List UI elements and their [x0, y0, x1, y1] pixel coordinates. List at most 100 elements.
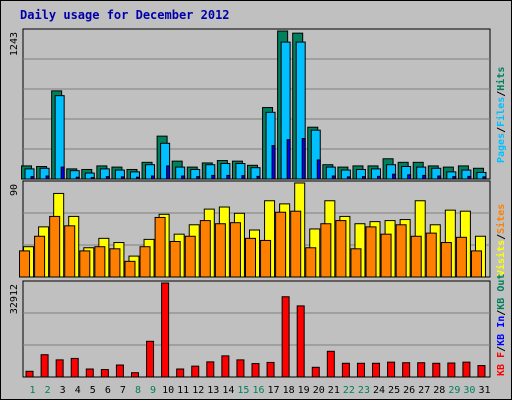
day-label-12: 12 [192, 385, 204, 396]
bar-kb-f-day-27 [417, 362, 426, 378]
day-label-17: 17 [268, 385, 280, 396]
legend-word: KB [496, 298, 507, 310]
bar-kb-f-day-8 [130, 372, 139, 378]
day-label-6: 6 [105, 385, 111, 396]
bar-kb-f-day-10 [161, 282, 170, 378]
bar-kb-f-day-3 [55, 359, 64, 378]
bar-sites-day-10 [154, 216, 166, 278]
day-label-31: 31 [478, 385, 490, 396]
bar-kb-f-day-12 [191, 365, 200, 378]
bar-pages-day-23 [361, 176, 366, 180]
bar-pages-day-24 [377, 175, 382, 180]
bar-kb-f-day-6 [100, 369, 109, 378]
bar-kb-f-day-16 [251, 363, 260, 378]
bar-pages-day-28 [437, 175, 442, 180]
bar-sites-day-19 [290, 210, 302, 278]
legend-word: F [496, 352, 507, 364]
legend-word: / [496, 91, 507, 97]
legend-word: Out [496, 274, 507, 298]
bar-files-day-19 [295, 41, 306, 180]
legend-bottom: KB F/KB In/KB Out [496, 274, 507, 376]
plot-area-top [22, 28, 491, 180]
day-label-3: 3 [60, 385, 66, 396]
day-label-19: 19 [298, 385, 310, 396]
bar-pages-day-15 [241, 175, 246, 180]
plot-area-bottom [22, 280, 491, 378]
bar-pages-day-19 [301, 138, 306, 180]
bar-kb-f-day-24 [372, 362, 381, 378]
bar-pages-day-26 [407, 174, 412, 180]
legend-word: Sites [495, 204, 507, 234]
bar-sites-day-12 [184, 235, 196, 278]
day-label-22: 22 [343, 385, 355, 396]
bar-files-day-31 [476, 171, 487, 180]
bar-sites-day-29 [440, 242, 452, 278]
bar-kb-f-day-1 [25, 370, 34, 378]
bar-sites-day-1 [19, 250, 31, 278]
bar-files-day-4 [69, 170, 80, 180]
bar-sites-day-18 [275, 211, 287, 278]
legend-top: Pages/Files/Hits [495, 67, 507, 163]
bar-pages-day-10 [166, 165, 171, 180]
bar-kb-f-day-28 [432, 362, 441, 378]
bar-pages-day-9 [151, 175, 156, 180]
legend-word: / [496, 346, 507, 352]
bar-files-day-20 [310, 129, 321, 180]
bar-pages-day-17 [271, 145, 276, 180]
bar-pages-day-12 [196, 176, 201, 180]
y-max-label-top: 1243 [9, 32, 20, 56]
bar-kb-f-day-18 [281, 296, 290, 378]
bar-pages-day-18 [286, 139, 291, 180]
day-label-11: 11 [177, 385, 189, 396]
bar-sites-day-21 [320, 223, 332, 278]
y-max-label-middle: 90 [9, 184, 20, 196]
bar-pages-day-6 [105, 176, 110, 180]
bar-pages-day-4 [75, 176, 80, 180]
bar-sites-day-11 [169, 240, 181, 278]
bar-pages-day-20 [316, 159, 321, 180]
legend-middle: Visits/Sites [495, 204, 507, 276]
legend-word: / [496, 127, 507, 133]
day-label-26: 26 [403, 385, 415, 396]
bar-files-day-2 [39, 167, 50, 180]
bar-kb-f-day-22 [341, 362, 350, 378]
bar-sites-day-6 [94, 246, 106, 278]
bar-pages-day-31 [482, 176, 487, 180]
bar-kb-f-day-23 [356, 362, 365, 378]
bar-sites-day-31 [470, 250, 482, 278]
bar-files-day-8 [129, 171, 140, 180]
day-label-21: 21 [328, 385, 340, 396]
day-label-16: 16 [252, 385, 264, 396]
panel-middle: 90 Visits/Sites [9, 180, 507, 278]
day-label-2: 2 [45, 385, 51, 396]
bar-kb-f-day-9 [146, 340, 155, 378]
bar-kb-f-day-20 [311, 366, 320, 378]
bar-kb-f-day-19 [296, 305, 305, 378]
bar-files-day-24 [371, 168, 382, 180]
bar-sites-day-20 [305, 247, 317, 278]
day-label-15: 15 [237, 385, 249, 396]
panel-top: 1243 Pages/Files/Hits [9, 28, 507, 180]
bar-kb-f-day-14 [221, 355, 230, 378]
bar-sites-day-2 [34, 235, 46, 278]
bar-sites-day-22 [335, 220, 347, 278]
legend-word: Files [495, 97, 507, 127]
legend-word: KB [496, 364, 507, 376]
legend-word: KB [496, 334, 507, 346]
bar-sites-day-9 [139, 246, 151, 278]
legend-word: Pages [496, 133, 507, 163]
day-label-20: 20 [313, 385, 325, 396]
bar-sites-day-23 [350, 248, 362, 278]
bar-pages-day-11 [181, 175, 186, 180]
day-label-1: 1 [30, 385, 36, 396]
bar-files-day-22 [340, 169, 351, 180]
bar-sites-day-25 [380, 233, 392, 278]
bar-files-day-1 [24, 168, 35, 180]
bar-pages-day-2 [45, 175, 50, 180]
bar-pages-day-1 [30, 176, 35, 180]
bar-files-day-29 [446, 171, 457, 180]
bar-sites-day-24 [365, 226, 377, 278]
bar-sites-day-16 [245, 237, 256, 278]
bar-sites-day-15 [229, 222, 241, 278]
